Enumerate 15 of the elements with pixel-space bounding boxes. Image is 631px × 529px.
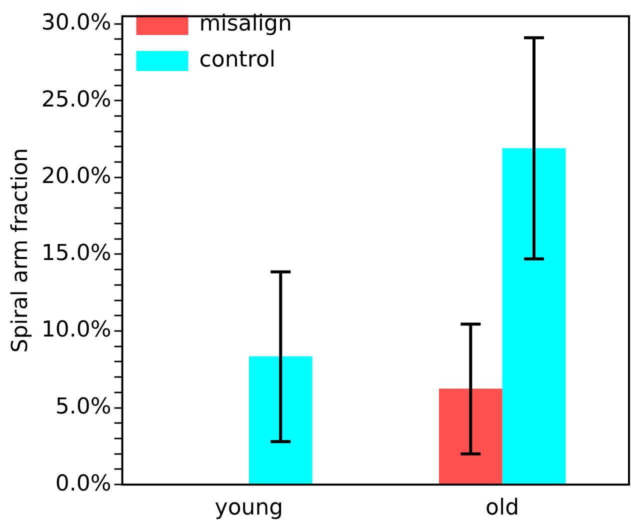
y-tick-label: 15.0% — [41, 240, 112, 266]
y-tick-label: 30.0% — [41, 10, 112, 36]
y-tick-label: 10.0% — [41, 318, 112, 343]
x-tick-label: young — [214, 496, 284, 521]
legend-label: misalign — [199, 12, 292, 37]
x-tick-label: old — [486, 496, 520, 521]
y-tick-label: 0.0% — [55, 471, 112, 496]
bar — [248, 356, 312, 484]
legend-label: control — [199, 48, 276, 73]
bar — [438, 388, 502, 484]
y-axis-title: Spiral arm fraction — [8, 148, 33, 353]
bar — [502, 148, 566, 484]
y-tick-label: 5.0% — [55, 394, 112, 420]
y-tick-label: 20.0% — [41, 164, 112, 190]
y-tick-label: 25.0% — [41, 87, 112, 112]
